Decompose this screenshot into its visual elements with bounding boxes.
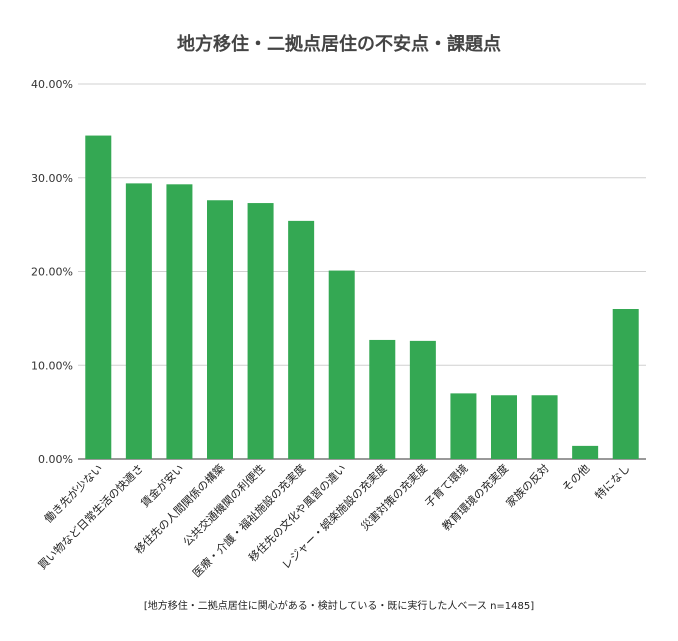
y-tick-label: 30.00% [31,172,73,185]
x-tick-label: 教育環境の充実度 [439,461,511,533]
bar [450,393,477,459]
x-tick-label: 特になし [592,461,633,502]
bar [531,395,558,459]
bar [572,445,599,459]
bar [409,340,436,459]
bar [207,200,233,459]
y-tick-label: 10.00% [31,359,73,372]
x-tick-label: 災害対策の充実度 [358,461,430,533]
chart-title: 地方移住・二拠点居住の不安点・課題点 [177,34,501,55]
y-tick-label: 40.00% [31,78,73,91]
x-tick-label: 家族の反対 [503,461,552,510]
bar [369,339,396,459]
bar [247,203,274,459]
y-tick-label: 0.00% [38,453,73,466]
bar [288,220,315,459]
bar [85,135,112,459]
y-tick-label: 20.00% [31,266,73,279]
bar [125,183,152,459]
bar [166,184,193,459]
bar [612,309,639,459]
bar [328,270,355,459]
sample-note: [地方移住・二拠点居住に関心がある・検討している・既に実行した人ベース n=14… [143,601,535,612]
x-tick-label: その他 [560,462,593,495]
bar [491,395,517,459]
